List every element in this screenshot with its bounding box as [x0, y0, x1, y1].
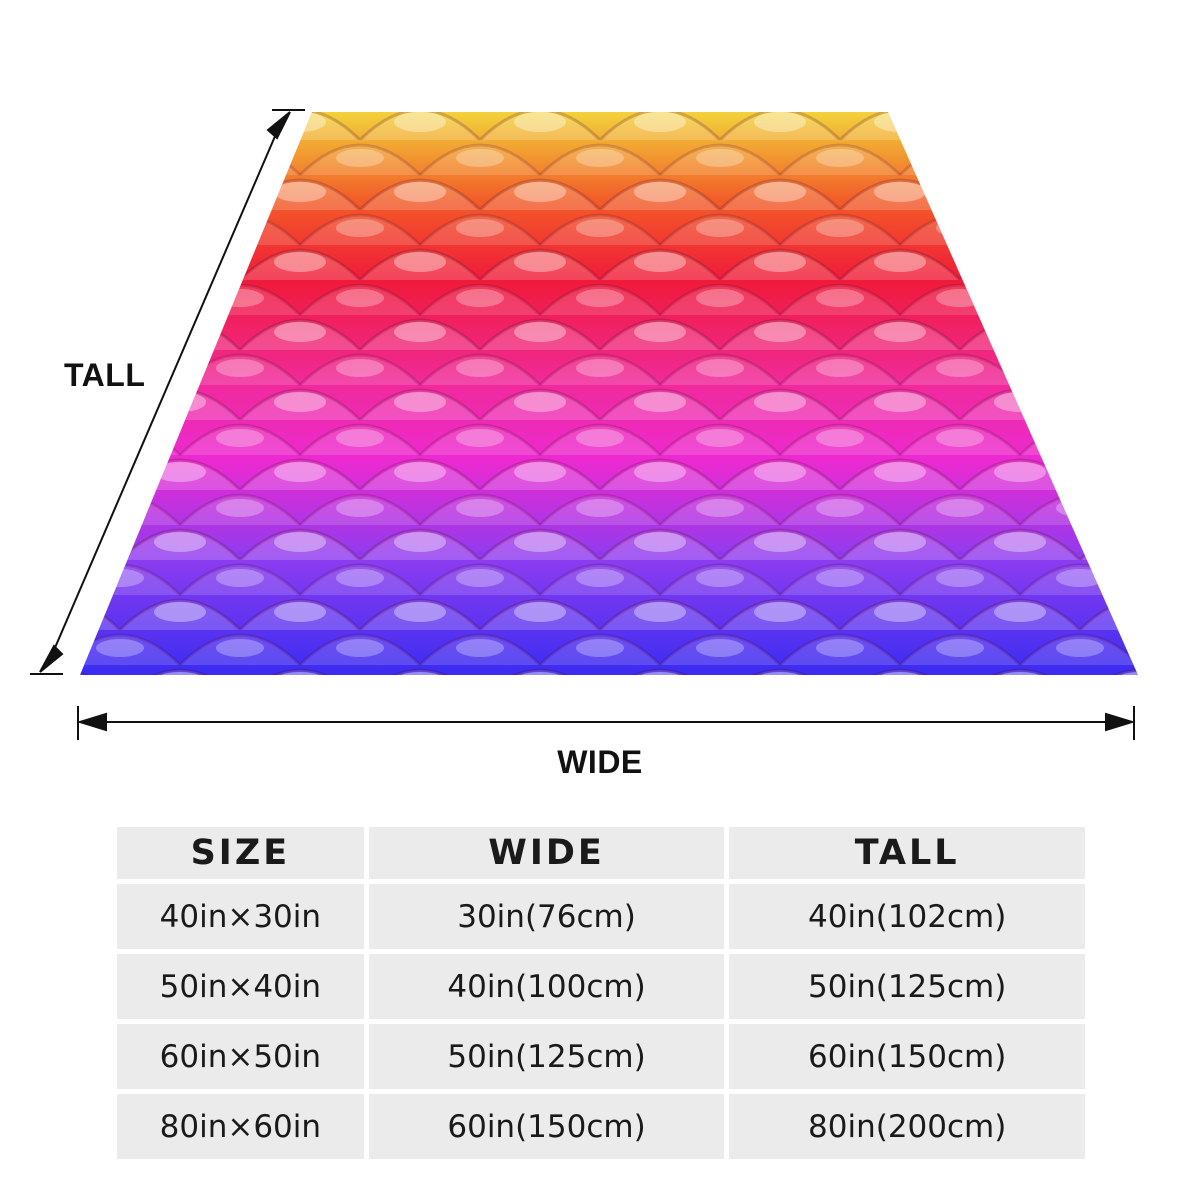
- cell-tall: 60in(150cm): [729, 1024, 1085, 1089]
- table-row: 80in×60in 60in(150cm) 80in(200cm): [117, 1094, 1085, 1159]
- tall-label: TALL: [64, 357, 146, 393]
- double-arrow-horizontal-icon: [76, 706, 1136, 740]
- table-header-row: SIZE WIDE TALL: [117, 827, 1085, 879]
- cell-wide: 60in(150cm): [368, 1094, 725, 1159]
- wide-label: WIDE: [557, 744, 643, 780]
- header-wide: WIDE: [368, 827, 725, 879]
- double-arrow-diagonal-icon: [30, 109, 305, 675]
- table-row: 50in×40in 40in(100cm) 50in(125cm): [117, 954, 1085, 1019]
- blanket-illustration: [30, 109, 1138, 740]
- table-row: 40in×30in 30in(76cm) 40in(102cm): [117, 884, 1085, 949]
- size-chart-table: SIZE WIDE TALL 40in×30in 30in(76cm) 40in…: [112, 822, 1090, 1164]
- cell-size: 80in×60in: [117, 1094, 364, 1159]
- header-size: SIZE: [117, 827, 364, 879]
- table-row: 60in×50in 50in(125cm) 60in(150cm): [117, 1024, 1085, 1089]
- cell-size: 40in×30in: [117, 884, 364, 949]
- cell-size: 60in×50in: [117, 1024, 364, 1089]
- cell-wide: 30in(76cm): [368, 884, 725, 949]
- blanket: [80, 112, 1138, 675]
- cell-tall: 40in(102cm): [729, 884, 1085, 949]
- cell-wide: 40in(100cm): [368, 954, 725, 1019]
- header-tall: TALL: [729, 827, 1085, 879]
- cell-tall: 50in(125cm): [729, 954, 1085, 1019]
- cell-tall: 80in(200cm): [729, 1094, 1085, 1159]
- cell-size: 50in×40in: [117, 954, 364, 1019]
- cell-wide: 50in(125cm): [368, 1024, 725, 1089]
